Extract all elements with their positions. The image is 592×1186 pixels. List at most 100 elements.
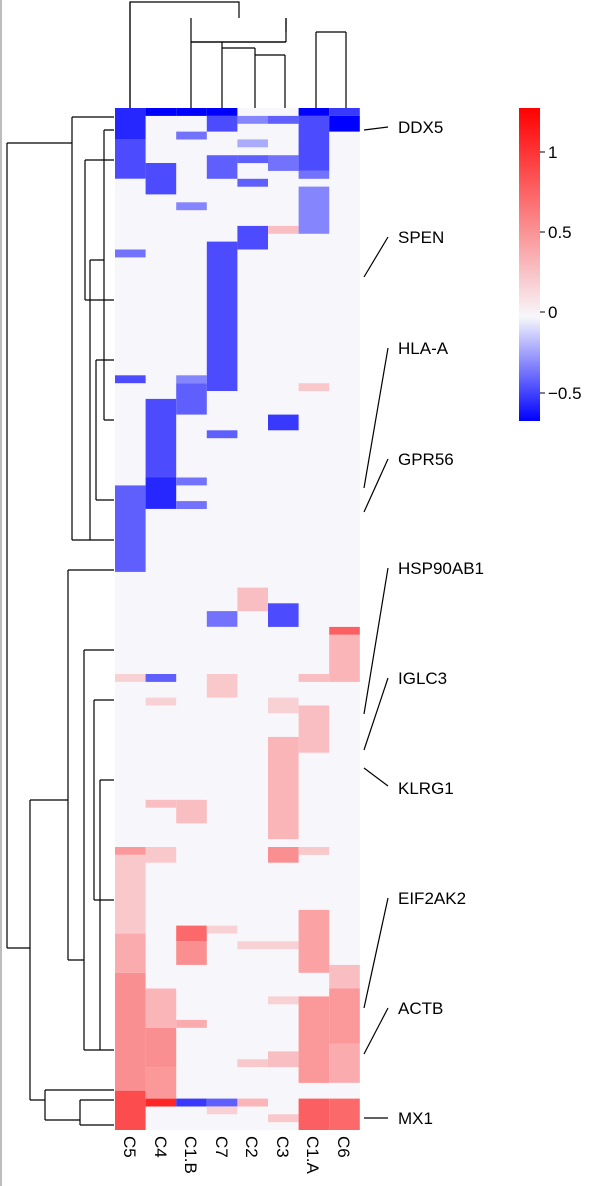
row-dendro-lower-d — [93, 699, 114, 901]
heatmap-cell — [206, 115, 238, 132]
row-dendro-upper — [71, 116, 114, 541]
row-dendro-upper-c — [95, 359, 114, 501]
heatmap-cell — [298, 170, 330, 179]
heatmap-cell — [145, 799, 177, 808]
heatmap-cell — [298, 909, 330, 973]
heatmap-cell — [329, 988, 360, 1044]
heatmap-cell — [206, 108, 238, 116]
col-dendro-mid — [221, 42, 255, 108]
leader-eif2ak2 — [363, 897, 389, 1009]
heatmap-cell — [329, 1043, 360, 1083]
gene-label: KLRG1 — [398, 779, 454, 798]
col-dendro-c2-c3 — [254, 48, 286, 108]
heatmap-cell — [206, 155, 238, 179]
row-dendro-lower-a — [67, 569, 114, 961]
col-dendro-c1a-c6 — [315, 31, 347, 108]
heatmap-cell — [115, 674, 146, 682]
heatmap-cell — [237, 155, 268, 164]
gene-label: ACTB — [398, 999, 443, 1018]
heatmap-cell — [115, 108, 146, 140]
gene-label: HLA-A — [398, 339, 449, 358]
heatmap-cell — [268, 1114, 299, 1123]
column-label: C6 — [334, 1136, 353, 1158]
heatmap-cell — [298, 705, 330, 753]
heatmap-cell — [237, 587, 268, 612]
heatmap-cell — [298, 847, 330, 855]
col-dendro-left-branch — [190, 18, 287, 43]
heatmap-cell — [268, 1051, 299, 1068]
heatmap-cell — [268, 697, 299, 714]
heatmap-cell — [206, 611, 238, 627]
heatmap-cell — [115, 485, 146, 572]
window-left-edge — [0, 0, 2, 1186]
leader-hsp90ab1 — [363, 567, 389, 715]
heatmap-cell — [329, 964, 360, 989]
heatmap-cell — [176, 1098, 207, 1107]
heatmap-cell — [176, 202, 207, 211]
heatmap-cell — [237, 1098, 268, 1107]
column-label: C7 — [212, 1136, 231, 1158]
heatmap-cell — [176, 375, 207, 384]
row-dendro-lower-b — [83, 649, 114, 1051]
heatmap-cell — [176, 501, 207, 509]
column-dendrogram — [129, 1, 347, 108]
heatmap-cell — [145, 988, 177, 1028]
heatmap-cell — [176, 925, 207, 942]
heatmap-cell — [176, 941, 207, 965]
heatmap-cell — [206, 1098, 238, 1107]
row-dendro-lower-c — [99, 779, 114, 1051]
row-dendro-root — [6, 142, 72, 949]
row-dendro-lower-e — [44, 1089, 114, 1121]
heatmap-cell — [268, 225, 299, 234]
heatmap-cell — [237, 1059, 268, 1068]
gene-label: HSP90AB1 — [398, 559, 484, 578]
gene-label: EIF2AK2 — [398, 889, 466, 908]
heatmap-cell — [206, 241, 238, 391]
gene-label-leaders — [363, 126, 389, 1119]
gene-label: GPR56 — [398, 450, 454, 469]
heatmap-cell — [115, 1090, 146, 1130]
heatmap-cell — [206, 925, 238, 934]
heatmap-cell — [298, 674, 330, 682]
column-label: C2 — [242, 1136, 261, 1158]
leader-gpr56 — [363, 458, 389, 513]
heatmap-cell — [237, 941, 268, 950]
row-dendro-upper-a — [89, 259, 114, 541]
heatmap-cell — [329, 634, 360, 682]
leader-hla-a — [363, 347, 389, 489]
legend-tick-label: 0.5 — [548, 223, 572, 242]
heatmap-cell — [268, 603, 299, 627]
heatmap-cell — [237, 178, 268, 187]
row-dendro-lower — [29, 799, 68, 1101]
heatmap-cell — [145, 477, 177, 509]
row-dendro-upper-b — [103, 129, 114, 421]
heatmap-cell — [145, 163, 177, 195]
heatmap-cell — [115, 139, 146, 179]
column-label: C3 — [273, 1136, 292, 1158]
heatmap-cell — [298, 996, 330, 1083]
gene-label: SPEN — [398, 228, 444, 247]
heatmap-cell — [115, 854, 146, 934]
legend-color-bar — [519, 108, 540, 421]
col-dendro-c1b-c7-c2-c3 — [190, 41, 286, 108]
legend-ticks: 1 0.5 0 −0.5 — [548, 143, 582, 403]
heatmap-cell — [237, 115, 268, 124]
heatmap-cell — [145, 1027, 177, 1068]
heatmap-cell — [176, 108, 207, 116]
gene-label: DDX5 — [398, 118, 443, 137]
heatmap-cell — [206, 1106, 238, 1115]
heatmap-cell — [145, 1098, 177, 1107]
heatmap-cell — [145, 697, 177, 706]
heatmap-cell — [115, 249, 146, 258]
heatmap-cell — [176, 477, 207, 486]
leader-actb — [363, 1007, 389, 1055]
color-legend: 1 0.5 0 −0.5 — [519, 108, 582, 421]
legend-tick-label: 0 — [548, 303, 557, 322]
heatmap-cell — [115, 972, 146, 1091]
row-dendrogram — [6, 116, 114, 1126]
heatmap-cell — [145, 108, 177, 116]
heatmap-cell — [206, 430, 238, 439]
heatmap-cell — [268, 996, 299, 1005]
heatmap-cell — [206, 674, 238, 698]
